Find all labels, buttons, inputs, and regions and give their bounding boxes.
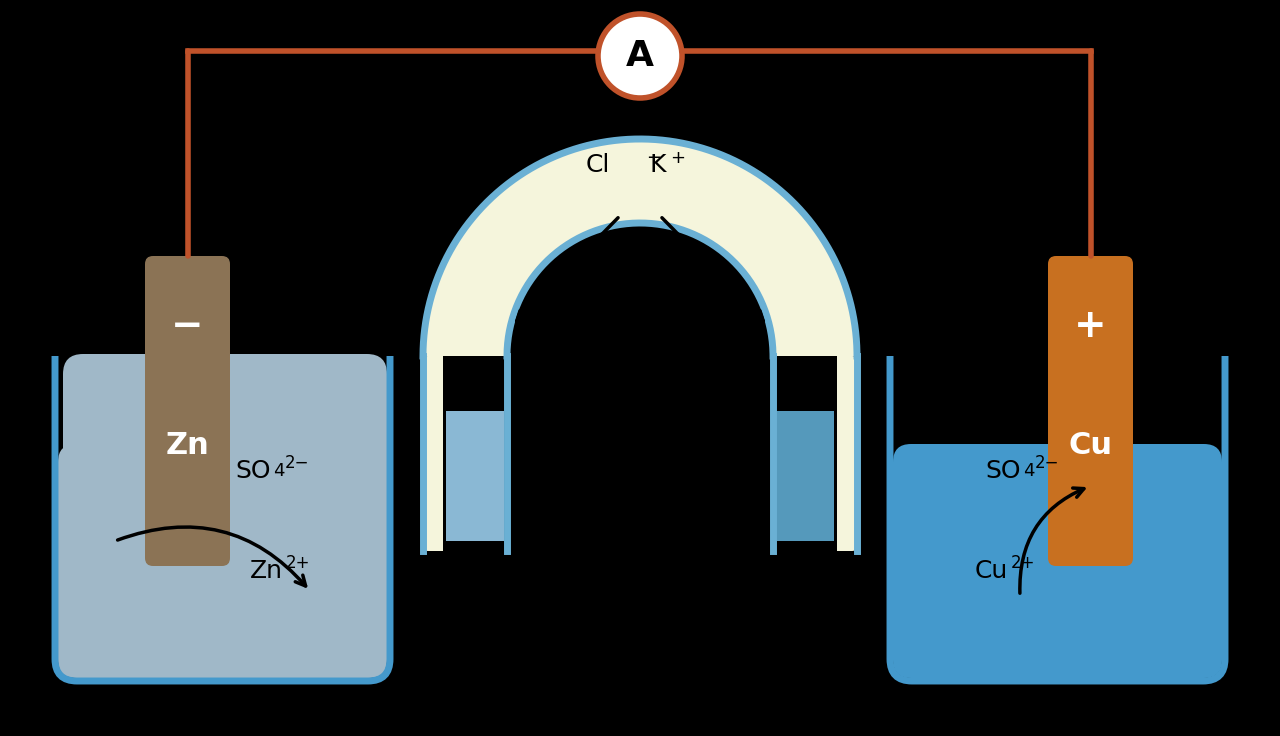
FancyBboxPatch shape xyxy=(145,256,230,566)
Bar xyxy=(776,411,835,541)
Text: A: A xyxy=(626,39,654,73)
Text: 2−: 2− xyxy=(1036,454,1060,472)
Text: Cu: Cu xyxy=(1069,431,1112,461)
Bar xyxy=(773,356,837,561)
Text: Zn: Zn xyxy=(250,559,283,583)
Bar xyxy=(443,356,507,561)
FancyBboxPatch shape xyxy=(63,354,387,668)
Text: −: − xyxy=(172,307,204,345)
Text: SO: SO xyxy=(236,459,270,483)
FancyBboxPatch shape xyxy=(893,444,1222,678)
Text: Cu: Cu xyxy=(975,559,1009,583)
FancyBboxPatch shape xyxy=(422,356,527,551)
Text: +: + xyxy=(669,149,685,167)
Polygon shape xyxy=(443,223,837,551)
Text: 2+: 2+ xyxy=(1011,554,1036,572)
Text: 4: 4 xyxy=(1023,462,1034,480)
Text: Cl: Cl xyxy=(586,153,611,177)
Text: −: − xyxy=(646,149,662,167)
Text: 2−: 2− xyxy=(285,454,310,472)
Text: +: + xyxy=(1074,307,1107,345)
Text: SO: SO xyxy=(986,459,1020,483)
FancyBboxPatch shape xyxy=(145,286,230,366)
FancyBboxPatch shape xyxy=(58,444,387,678)
Text: Zn: Zn xyxy=(165,431,210,461)
FancyBboxPatch shape xyxy=(753,356,858,551)
Circle shape xyxy=(598,14,682,98)
FancyBboxPatch shape xyxy=(1048,286,1133,366)
FancyBboxPatch shape xyxy=(1048,256,1133,566)
Text: 4: 4 xyxy=(273,462,284,480)
Bar xyxy=(445,411,504,541)
Polygon shape xyxy=(422,139,858,356)
Text: K: K xyxy=(650,153,667,177)
Text: 2+: 2+ xyxy=(285,554,311,572)
